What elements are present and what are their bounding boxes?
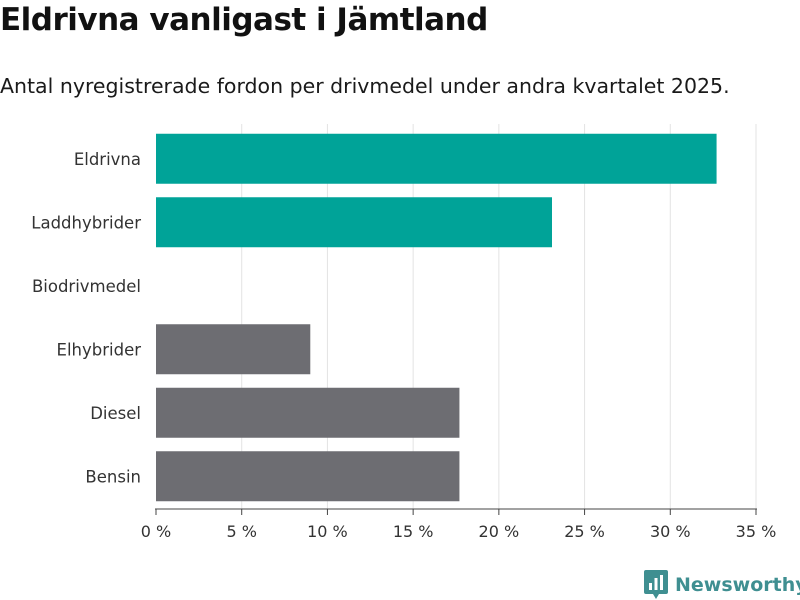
gridlines bbox=[241, 124, 757, 509]
x-tick-label: 30 % bbox=[650, 522, 691, 541]
bar-bensin bbox=[156, 451, 460, 502]
newsworthy-brand: Newsworthy bbox=[644, 570, 800, 600]
bar-eldrivna bbox=[156, 133, 717, 184]
category-label: Elhybrider bbox=[57, 340, 142, 359]
x-axis: 0 % 5 % 10 % 15 % 20 % 25 % 30 % 35 % bbox=[141, 508, 777, 541]
x-tick-label: 35 % bbox=[736, 522, 777, 541]
x-tick-label: 5 % bbox=[226, 522, 256, 541]
newsworthy-logo-icon bbox=[644, 570, 668, 599]
bar-diesel bbox=[156, 387, 460, 438]
x-tick-label: 20 % bbox=[479, 522, 520, 541]
brand-name: Newsworthy bbox=[675, 574, 800, 596]
bar-elhybrider bbox=[156, 324, 311, 375]
bar-laddhybrider bbox=[156, 197, 552, 248]
chart-title: Eldrivna vanligast i Jämtland bbox=[0, 2, 488, 38]
chart-subtitle: Antal nyregistrerade fordon per drivmede… bbox=[0, 74, 730, 98]
category-label: Laddhybrider bbox=[31, 213, 141, 232]
category-label: Bensin bbox=[85, 467, 141, 486]
category-labels: Eldrivna Laddhybrider Biodrivmedel Elhybrid… bbox=[31, 150, 141, 487]
bars bbox=[156, 133, 717, 502]
x-tick-label: 0 % bbox=[141, 522, 171, 541]
category-label: Diesel bbox=[90, 404, 141, 423]
x-tick-label: 10 % bbox=[307, 522, 348, 541]
category-label: Eldrivna bbox=[74, 150, 141, 169]
x-tick-label: 15 % bbox=[393, 522, 434, 541]
x-tick-label: 25 % bbox=[564, 522, 605, 541]
category-label: Biodrivmedel bbox=[32, 277, 141, 296]
